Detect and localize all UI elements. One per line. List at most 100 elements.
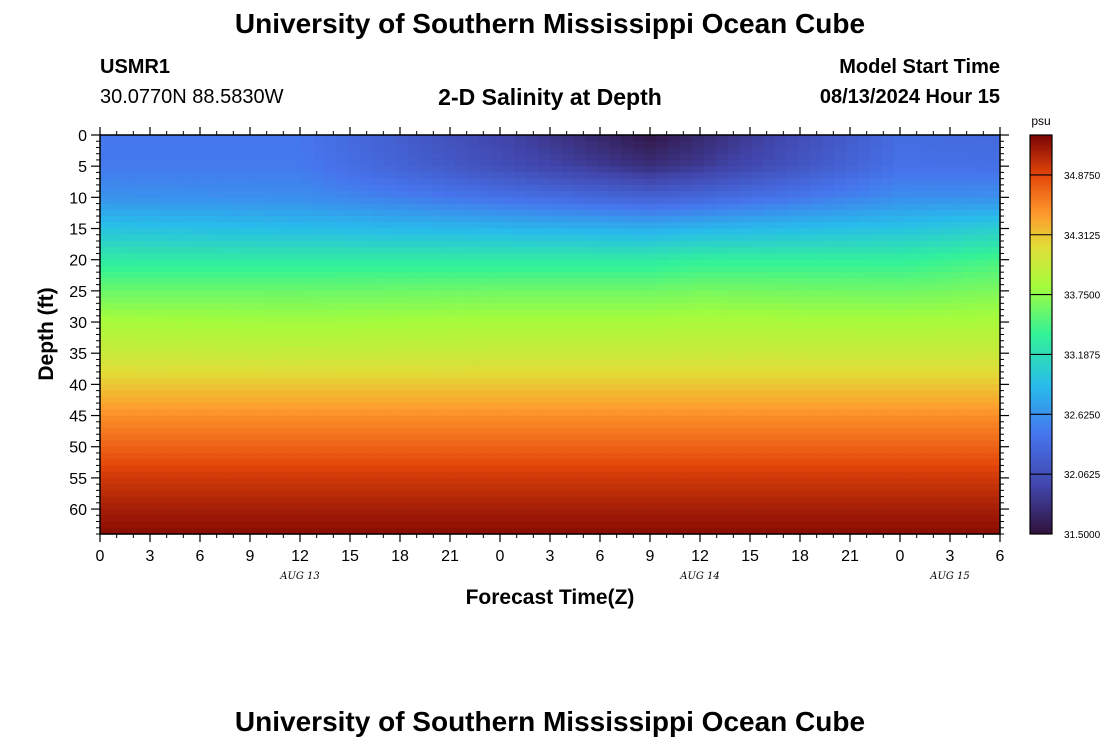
heatmap-cell [372, 253, 385, 261]
heatmap-cell [644, 340, 658, 348]
heatmap-cell [810, 322, 823, 329]
heatmap-cell [336, 390, 350, 398]
heatmap-cell [976, 197, 989, 205]
heatmap-cell [632, 340, 646, 348]
heatmap-cell [455, 184, 468, 192]
heatmap-cell [360, 222, 373, 230]
heatmap-cell [301, 247, 314, 255]
heatmap-cell [230, 452, 243, 460]
heatmap-cell [786, 452, 800, 460]
heatmap-cell [171, 421, 184, 429]
heatmap-cell [680, 159, 693, 167]
heatmap-cell [976, 297, 989, 304]
heatmap-cell [703, 253, 717, 261]
heatmap-cell [834, 141, 847, 149]
heatmap-cell [621, 340, 634, 348]
heatmap-cell [431, 209, 445, 217]
heatmap-cell [526, 253, 539, 261]
heatmap-cell [538, 284, 551, 292]
heatmap-cell [502, 353, 516, 361]
heatmap-cell [194, 290, 208, 298]
heatmap-cell [218, 303, 231, 311]
heatmap-cell [810, 222, 823, 230]
heatmap-cell [360, 191, 373, 198]
heatmap-cell [632, 428, 646, 435]
x-tick-label: 0 [96, 548, 105, 565]
heatmap-cell [940, 371, 954, 379]
heatmap-cell [869, 515, 883, 523]
heatmap-cell [964, 490, 977, 498]
heatmap-cell [277, 253, 291, 261]
heatmap-cell [727, 216, 741, 223]
heatmap-cell [182, 315, 196, 323]
heatmap-cell [561, 490, 575, 498]
heatmap-cell [857, 191, 871, 198]
heatmap-cell [242, 297, 255, 304]
heatmap-cell [632, 421, 646, 429]
heatmap-cell [455, 328, 468, 336]
heatmap-cell [502, 265, 516, 273]
heatmap-cell [775, 340, 788, 348]
heatmap-cell [822, 240, 835, 248]
heatmap-cell [703, 365, 717, 373]
heatmap-cell [455, 428, 468, 435]
heatmap-cell [561, 415, 575, 423]
heatmap-cell [585, 502, 598, 510]
heatmap-cell [490, 141, 504, 149]
heatmap-cell [952, 515, 966, 523]
heatmap-cell [905, 371, 918, 379]
heatmap-cell [396, 484, 409, 491]
heatmap-cell [846, 340, 859, 348]
heatmap-cell [360, 378, 373, 385]
heatmap-cell [111, 278, 125, 286]
heatmap-cell [715, 309, 729, 317]
heatmap-cell [407, 415, 421, 423]
heatmap-cell [763, 228, 776, 236]
heatmap-cell [372, 415, 385, 423]
heatmap-cell [431, 490, 445, 498]
heatmap-cell [727, 297, 741, 304]
heatmap-cell [786, 328, 800, 336]
heatmap-cell [964, 484, 977, 491]
heatmap-cell [123, 421, 137, 429]
heatmap-cell [230, 216, 243, 223]
heatmap-cell [478, 428, 492, 435]
heatmap-cell [703, 315, 717, 323]
heatmap-cell [703, 290, 717, 298]
heatmap-cell [893, 509, 906, 516]
heatmap-cell [135, 515, 148, 523]
heatmap-cell [810, 502, 823, 510]
heatmap-cell [964, 253, 977, 261]
heatmap-cell [194, 509, 208, 516]
heatmap-cell [526, 340, 539, 348]
heatmap-cell [206, 359, 220, 367]
heatmap-cell [644, 390, 658, 398]
x-tick-label: 18 [391, 548, 409, 565]
heatmap-cell [869, 334, 883, 342]
heatmap-cell [301, 278, 314, 286]
heatmap-cell [230, 141, 243, 149]
heatmap-cell [621, 197, 634, 205]
heatmap-cell [443, 515, 456, 523]
heatmap-cell [431, 527, 445, 535]
heatmap-cell [147, 428, 160, 435]
heatmap-cell [514, 496, 527, 504]
heatmap-cell [336, 502, 350, 510]
heatmap-cell [253, 346, 267, 354]
heatmap-cell [786, 365, 800, 373]
heatmap-cell [763, 428, 776, 435]
heatmap-cell [431, 390, 445, 398]
heatmap-cell [384, 428, 397, 435]
heatmap-cell [277, 477, 291, 485]
heatmap-cell [372, 384, 385, 392]
heatmap-cell [419, 265, 433, 273]
heatmap-cell [703, 322, 717, 329]
heatmap-cell [585, 384, 598, 392]
heatmap-cell [550, 253, 563, 261]
heatmap-cell [218, 172, 231, 180]
heatmap-cell [431, 278, 445, 286]
heatmap-cell [810, 159, 823, 167]
heatmap-cell [253, 502, 267, 510]
heatmap-cell [265, 440, 279, 448]
heatmap-cell [822, 309, 835, 317]
